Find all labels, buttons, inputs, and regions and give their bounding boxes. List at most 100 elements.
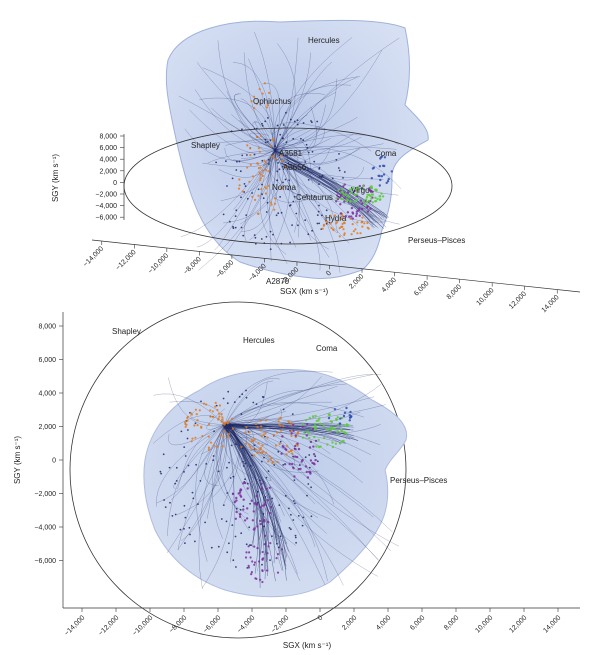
galaxy-point (340, 190, 343, 194)
galaxy-point (290, 449, 294, 452)
galaxy-point (334, 442, 338, 445)
flow-line (177, 424, 227, 551)
galaxy-point (273, 202, 277, 205)
galaxy-point (329, 214, 332, 217)
galaxy-point (190, 413, 193, 416)
galaxy-point (321, 214, 323, 217)
galaxy-point (261, 550, 264, 554)
galaxy-point (184, 542, 186, 544)
bottom-sgx-tick-label: 8,000 (443, 614, 460, 631)
galaxy-point (266, 201, 269, 204)
galaxy-point (353, 200, 356, 203)
galaxy-point (344, 432, 348, 435)
galaxy-point (239, 513, 242, 516)
galaxy-point (306, 494, 308, 497)
flow-line (229, 422, 287, 562)
galaxy-point (264, 496, 267, 498)
galaxy-point (365, 200, 369, 204)
galaxy-point (264, 141, 267, 144)
galaxy-point (249, 502, 252, 505)
galaxy-point (275, 214, 278, 217)
galaxy-point (235, 169, 238, 171)
flow-line (178, 95, 276, 151)
galaxy-point (259, 446, 262, 449)
galaxy-point (273, 464, 276, 466)
bottom-sgx-tick-label: 6,000 (409, 614, 426, 631)
flow-line (223, 423, 281, 555)
galaxy-point (245, 396, 248, 399)
galaxy-point (292, 200, 295, 203)
galaxy-point (338, 422, 342, 425)
galaxy-point (241, 447, 244, 450)
galaxy-point (248, 431, 251, 434)
galaxy-point (253, 153, 256, 156)
galaxy-point (242, 482, 245, 485)
galaxy-point (301, 436, 305, 439)
galaxy-point (179, 528, 182, 531)
galaxy-point (365, 198, 368, 201)
galaxy-point (264, 168, 268, 172)
galaxy-point (299, 467, 302, 471)
galaxy-point (229, 220, 231, 223)
galaxy-point (175, 480, 178, 482)
galaxy-point (251, 192, 254, 194)
galaxy-point (380, 155, 384, 158)
top-sgx-tick-label: −14,000 (82, 245, 105, 268)
galaxy-point (251, 519, 255, 522)
flow-line (224, 424, 379, 561)
galaxy-point (248, 551, 251, 554)
galaxy-point (369, 190, 373, 193)
galaxy-point (240, 196, 242, 199)
galaxy-point (316, 222, 319, 225)
galaxy-point (268, 163, 270, 165)
galaxy-point (296, 123, 299, 126)
galaxy-point (329, 428, 333, 431)
galaxy-point (240, 445, 243, 448)
galaxy-point (264, 192, 267, 195)
galaxy-point (360, 207, 364, 211)
galaxy-point (305, 194, 308, 196)
galaxy-point (348, 215, 351, 218)
galaxy-point (191, 437, 194, 440)
galaxy-point (305, 143, 308, 146)
flow-line (274, 147, 402, 189)
galaxy-point (320, 176, 323, 179)
galaxy-point (224, 421, 227, 424)
galaxy-point (244, 478, 247, 481)
galaxy-point (254, 236, 257, 239)
flow-line (211, 424, 226, 539)
galaxy-point (262, 433, 265, 436)
flow-line (224, 424, 335, 505)
galaxy-point (191, 491, 194, 494)
galaxy-point (185, 423, 188, 426)
galaxy-point (264, 432, 267, 435)
galaxy-point (220, 420, 223, 423)
galaxy-point (242, 498, 245, 501)
galaxy-point (235, 510, 238, 514)
galaxy-point (292, 455, 294, 458)
galaxy-point (209, 409, 212, 412)
galaxy-point (235, 499, 238, 502)
galaxy-point (186, 437, 189, 440)
galaxy-point (335, 200, 338, 203)
galaxy-point (184, 516, 187, 519)
galaxy-point (159, 470, 162, 473)
galaxy-point (267, 460, 270, 463)
galaxy-point (205, 463, 208, 465)
galaxy-point (307, 483, 310, 485)
galaxy-point (279, 133, 282, 136)
galaxy-point (338, 153, 340, 155)
galaxy-point (292, 500, 295, 502)
galaxy-point (340, 225, 343, 228)
galaxy-point (238, 184, 241, 187)
galaxy-point (256, 162, 260, 165)
galaxy-point (204, 521, 207, 524)
label-hercules-top: Hercules (308, 36, 340, 45)
galaxy-point (269, 542, 272, 545)
galaxy-point (276, 431, 279, 434)
galaxy-point (254, 448, 257, 451)
flow-line (224, 390, 303, 426)
galaxy-point (340, 217, 343, 220)
galaxy-point (287, 188, 289, 191)
galaxy-point (304, 161, 307, 163)
